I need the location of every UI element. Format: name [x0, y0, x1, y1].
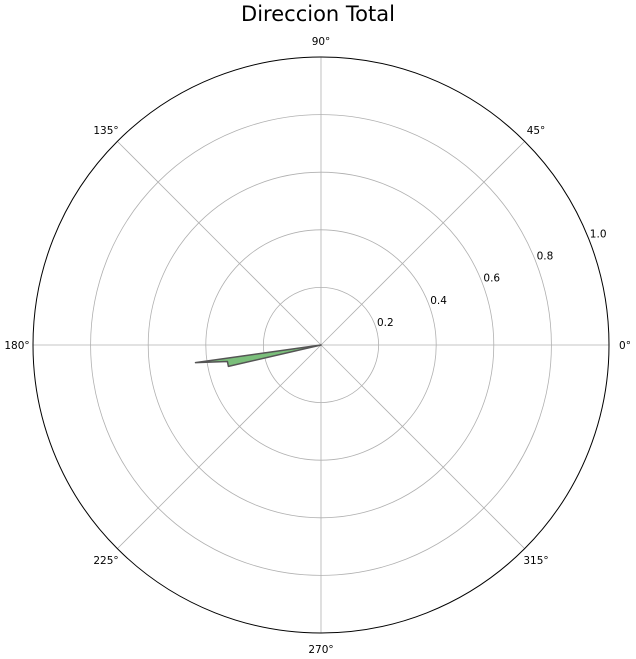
angle-tick-label: 180° [4, 340, 29, 352]
angle-tick-label: 270° [308, 644, 333, 656]
angle-grid-line [117, 141, 322, 346]
angle-grid-line [117, 344, 322, 549]
series-wedge [194, 344, 322, 368]
angle-tick-label: 135° [93, 125, 118, 137]
angle-grid-line [320, 344, 525, 549]
angle-tick-label: 315° [523, 555, 548, 567]
series-layer [194, 344, 322, 368]
angle-tick-label: 225° [93, 555, 118, 567]
radial-tick-label: 0.4 [430, 295, 447, 307]
radial-tick-label: 0.6 [483, 273, 500, 285]
polar-grid [33, 57, 609, 633]
radial-tick-label: 1.0 [590, 229, 607, 241]
radial-tick-label: 0.8 [537, 251, 554, 263]
chart-title: Direccion Total [241, 2, 395, 26]
polar-frame [32, 56, 610, 634]
angle-tick-label: 45° [527, 125, 546, 137]
polar-outer-frame [32, 56, 610, 634]
angle-tick-label: 0° [619, 340, 631, 352]
radial-tick-label: 0.2 [377, 317, 394, 329]
angle-tick-label: 90° [312, 36, 331, 48]
angle-grid-line [320, 141, 525, 346]
tick-labels: 0° 45° 90° 135° 180° 225° 270° 315° 0.2 0.4 0.6 0.8… [4, 36, 631, 656]
